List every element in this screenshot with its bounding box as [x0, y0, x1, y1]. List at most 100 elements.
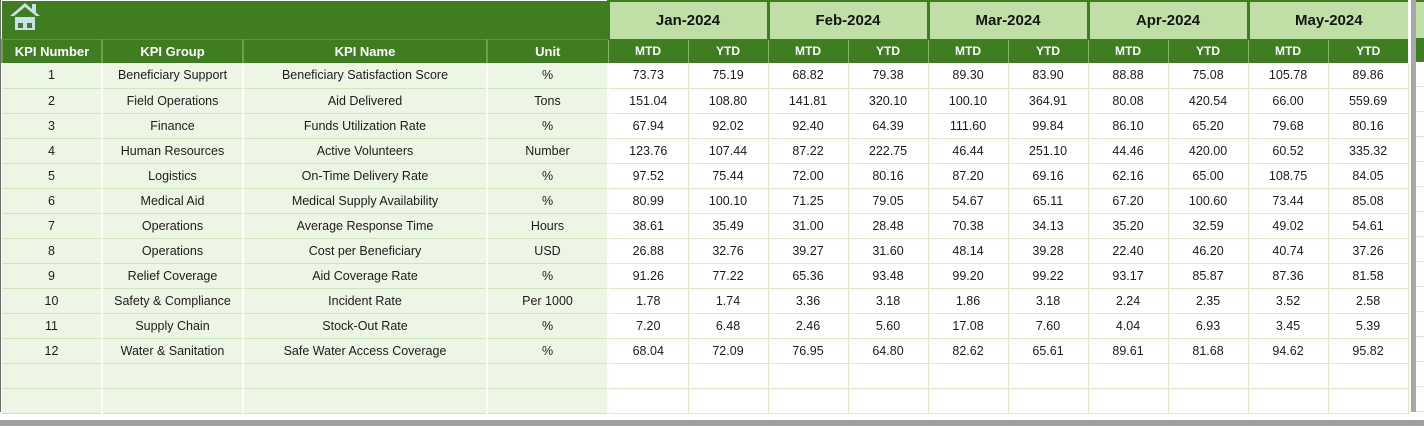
- col-header-unit[interactable]: Unit: [486, 39, 608, 63]
- cell-value[interactable]: 80.99: [608, 188, 689, 214]
- cell-value[interactable]: 251.10: [1008, 138, 1089, 164]
- cell-value[interactable]: 6.48: [688, 313, 769, 339]
- cell-value[interactable]: 54.61: [1328, 213, 1409, 239]
- cell-value[interactable]: 65.61: [1008, 338, 1089, 364]
- cell-value[interactable]: 364.91: [1008, 88, 1089, 114]
- cell-value[interactable]: 75.08: [1168, 63, 1249, 89]
- cell-value[interactable]: 87.36: [1248, 263, 1329, 289]
- cell-value[interactable]: 88.88: [1088, 63, 1169, 89]
- cell-value[interactable]: 38.61: [608, 213, 689, 239]
- cell-value[interactable]: 3.45: [1248, 313, 1329, 339]
- cell-empty[interactable]: [608, 388, 689, 414]
- cell-kpi-group[interactable]: Finance: [102, 113, 244, 139]
- month-header-may-2024[interactable]: May-2024: [1246, 0, 1409, 40]
- cell-value[interactable]: 123.76: [608, 138, 689, 164]
- cell-value[interactable]: 7.20: [608, 313, 689, 339]
- cell-kpi-name[interactable]: Average Response Time: [243, 213, 488, 239]
- cell-empty[interactable]: [608, 363, 689, 389]
- cell-empty[interactable]: [487, 363, 609, 389]
- cell-value[interactable]: 37.26: [1328, 238, 1409, 264]
- cell-value[interactable]: 105.78: [1248, 63, 1329, 89]
- cell-value[interactable]: 39.28: [1008, 238, 1089, 264]
- subcol-header-mtd[interactable]: MTD: [767, 39, 848, 63]
- cell-kpi-group[interactable]: Medical Aid: [102, 188, 244, 214]
- cell-kpi-number[interactable]: 1: [2, 63, 103, 89]
- cell-value[interactable]: 79.05: [848, 188, 929, 214]
- cell-value[interactable]: 35.49: [688, 213, 769, 239]
- cell-empty[interactable]: [1168, 363, 1249, 389]
- cell-kpi-number[interactable]: 3: [2, 113, 103, 139]
- cell-kpi-number[interactable]: 11: [2, 313, 103, 339]
- cell-value[interactable]: 94.62: [1248, 338, 1329, 364]
- cell-value[interactable]: 100.60: [1168, 188, 1249, 214]
- cell-value[interactable]: 92.40: [768, 113, 849, 139]
- cell-unit[interactable]: Number: [487, 138, 609, 164]
- cell-value[interactable]: 87.20: [928, 163, 1009, 189]
- cell-kpi-number[interactable]: 9: [2, 263, 103, 289]
- cell-value[interactable]: 32.76: [688, 238, 769, 264]
- cell-empty[interactable]: [928, 388, 1009, 414]
- cell-empty[interactable]: [1168, 388, 1249, 414]
- cell-kpi-number[interactable]: 10: [2, 288, 103, 314]
- cell-value[interactable]: 420.00: [1168, 138, 1249, 164]
- cell-value[interactable]: 87.22: [768, 138, 849, 164]
- cell-value[interactable]: 22.40: [1088, 238, 1169, 264]
- cell-value[interactable]: 92.02: [688, 113, 769, 139]
- subcol-header-ytd[interactable]: YTD: [1007, 39, 1089, 63]
- cell-value[interactable]: 100.10: [688, 188, 769, 214]
- cell-value[interactable]: 91.26: [608, 263, 689, 289]
- cell-value[interactable]: 7.60: [1008, 313, 1089, 339]
- cell-kpi-name[interactable]: Aid Coverage Rate: [243, 263, 488, 289]
- cell-value[interactable]: 67.20: [1088, 188, 1169, 214]
- home-icon[interactable]: [9, 2, 41, 32]
- cell-value[interactable]: 108.80: [688, 88, 769, 114]
- cell-value[interactable]: 141.81: [768, 88, 849, 114]
- cell-value[interactable]: 26.88: [608, 238, 689, 264]
- cell-value[interactable]: 64.80: [848, 338, 929, 364]
- col-header-kpi-name[interactable]: KPI Name: [242, 39, 487, 63]
- cell-empty[interactable]: [1008, 363, 1089, 389]
- cell-unit[interactable]: %: [487, 313, 609, 339]
- cell-empty[interactable]: [102, 388, 244, 414]
- horizontal-pane-split-bar[interactable]: [0, 420, 1424, 426]
- cell-value[interactable]: 81.68: [1168, 338, 1249, 364]
- cell-value[interactable]: 81.58: [1328, 263, 1409, 289]
- cell-value[interactable]: 72.09: [688, 338, 769, 364]
- cell-value[interactable]: 83.90: [1008, 63, 1089, 89]
- cell-empty[interactable]: [928, 363, 1009, 389]
- cell-value[interactable]: 75.19: [688, 63, 769, 89]
- cell-value[interactable]: 31.60: [848, 238, 929, 264]
- cell-kpi-number[interactable]: 6: [2, 188, 103, 214]
- cell-value[interactable]: 86.10: [1088, 113, 1169, 139]
- cell-kpi-group[interactable]: Beneficiary Support: [102, 63, 244, 89]
- cell-empty[interactable]: [1248, 388, 1329, 414]
- cell-kpi-name[interactable]: Incident Rate: [243, 288, 488, 314]
- cell-empty[interactable]: [688, 388, 769, 414]
- cell-value[interactable]: 39.27: [768, 238, 849, 264]
- cell-value[interactable]: 99.84: [1008, 113, 1089, 139]
- cell-empty[interactable]: [2, 388, 103, 414]
- cell-value[interactable]: 65.00: [1168, 163, 1249, 189]
- cell-value[interactable]: 335.32: [1328, 138, 1409, 164]
- cell-kpi-group[interactable]: Human Resources: [102, 138, 244, 164]
- subcol-header-ytd[interactable]: YTD: [847, 39, 929, 63]
- cell-value[interactable]: 67.94: [608, 113, 689, 139]
- cell-value[interactable]: 32.59: [1168, 213, 1249, 239]
- cell-empty[interactable]: [1088, 363, 1169, 389]
- cell-kpi-group[interactable]: Supply Chain: [102, 313, 244, 339]
- cell-value[interactable]: 320.10: [848, 88, 929, 114]
- cell-unit[interactable]: %: [487, 163, 609, 189]
- cell-unit[interactable]: %: [487, 113, 609, 139]
- col-header-kpi-number[interactable]: KPI Number: [1, 39, 102, 63]
- cell-value[interactable]: 3.52: [1248, 288, 1329, 314]
- month-header-jan-2024[interactable]: Jan-2024: [606, 0, 768, 40]
- cell-value[interactable]: 68.82: [768, 63, 849, 89]
- cell-value[interactable]: 89.30: [928, 63, 1009, 89]
- cell-empty[interactable]: [102, 363, 244, 389]
- cell-value[interactable]: 62.16: [1088, 163, 1169, 189]
- cell-empty[interactable]: [1248, 363, 1329, 389]
- cell-value[interactable]: 65.11: [1008, 188, 1089, 214]
- cell-value[interactable]: 3.18: [848, 288, 929, 314]
- cell-unit[interactable]: Per 1000: [487, 288, 609, 314]
- cell-kpi-group[interactable]: Safety & Compliance: [102, 288, 244, 314]
